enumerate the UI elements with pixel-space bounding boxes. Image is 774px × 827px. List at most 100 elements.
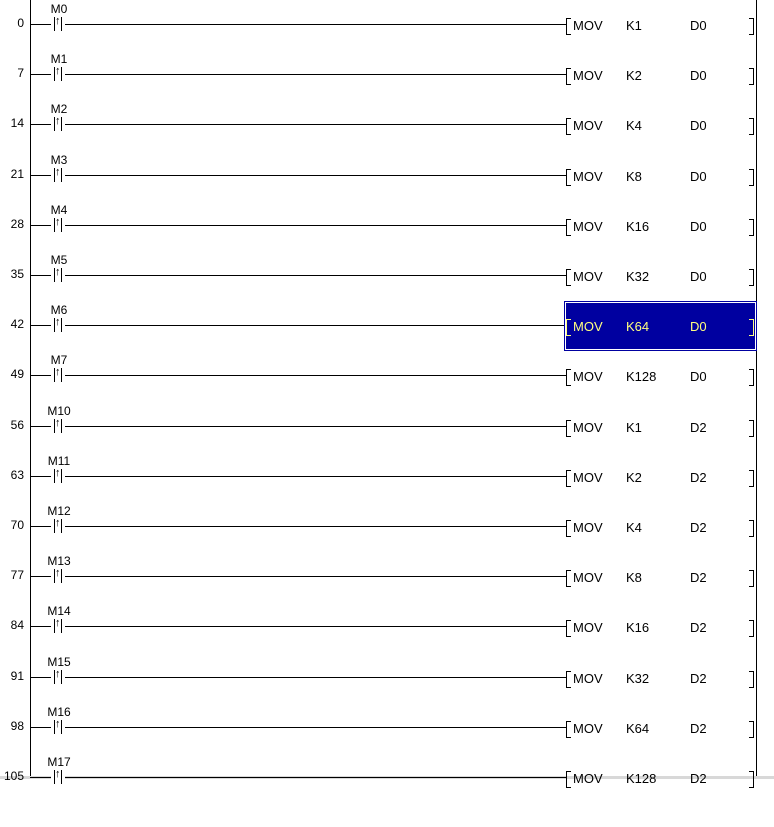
ladder-rung[interactable]: 56 M10 ↑ MOV K1 D2 bbox=[0, 404, 774, 476]
instruction-name: MOV bbox=[573, 319, 603, 335]
mov-instruction[interactable]: MOV K8 D0 bbox=[566, 153, 755, 199]
ladder-rung[interactable]: 7 M1 ↑ MOV K2 D0 bbox=[0, 52, 774, 124]
bracket-right bbox=[749, 269, 754, 286]
step-number: 35 bbox=[10, 267, 24, 281]
contact-device-label: M2 bbox=[50, 102, 68, 117]
mov-instruction[interactable]: MOV K4 D2 bbox=[566, 504, 755, 550]
bracket-right bbox=[749, 720, 754, 738]
rising-edge-contact-icon[interactable]: ↑ bbox=[51, 567, 65, 584]
rung-wire bbox=[30, 475, 566, 477]
contact-device-label: M11 bbox=[47, 453, 71, 468]
ladder-rung[interactable]: 28 M4 ↑ MOV K16 D0 bbox=[0, 203, 774, 275]
contact-device-label: M13 bbox=[47, 554, 71, 569]
rung-wire bbox=[30, 526, 566, 527]
mov-instruction[interactable]: MOV K16 D2 bbox=[566, 604, 755, 650]
ladder-editor[interactable]: 0 M0 ↑ MOV K1 D0 7 M1 ↑ MOV K2 D0 14 M2 ↑ MOV K4 D0 21 M3 ↑ M… bbox=[0, 0, 774, 788]
bracket-left bbox=[566, 419, 571, 437]
step-number: 56 bbox=[10, 417, 24, 432]
rising-edge-contact-icon[interactable]: ↑ bbox=[51, 115, 65, 132]
source-operand: K2 bbox=[626, 68, 642, 84]
ladder-rung[interactable]: 105 M17 ↑ MOV K128 D2 bbox=[0, 755, 774, 827]
rising-edge-contact-icon[interactable]: ↑ bbox=[51, 166, 65, 182]
bracket-left bbox=[566, 469, 571, 487]
contact-device-label: M15 bbox=[47, 654, 71, 669]
ladder-rung[interactable]: 14 M2 ↑ MOV K4 D0 bbox=[0, 102, 774, 174]
mov-instruction[interactable]: MOV K8 D2 bbox=[566, 554, 755, 600]
ladder-rung[interactable]: 42 M6 ↑ MOV K64 D0 bbox=[0, 302, 774, 375]
ladder-rung[interactable]: 49 M7 ↑ MOV K128 D0 bbox=[0, 353, 774, 425]
ladder-rung[interactable]: 98 M16 ↑ MOV K64 D2 bbox=[0, 705, 774, 777]
instruction-name: MOV bbox=[573, 68, 603, 84]
instruction-name: MOV bbox=[573, 670, 603, 686]
mov-instruction[interactable]: MOV K128 D2 bbox=[566, 755, 755, 801]
rising-edge-contact-icon[interactable]: ↑ bbox=[51, 467, 65, 483]
step-number: 42 bbox=[10, 317, 24, 332]
rising-edge-contact-icon[interactable]: ↑ bbox=[51, 617, 65, 634]
rising-edge-contact-icon[interactable]: ↑ bbox=[51, 316, 65, 333]
mov-instruction[interactable]: MOV K32 D2 bbox=[566, 655, 755, 701]
rising-edge-contact-icon[interactable]: ↑ bbox=[51, 768, 65, 784]
destination-operand: D0 bbox=[690, 369, 707, 385]
rung-wire bbox=[30, 576, 566, 578]
rising-edge-contact-icon[interactable]: ↑ bbox=[51, 216, 65, 232]
instruction-name: MOV bbox=[573, 18, 603, 33]
mov-instruction[interactable]: MOV K32 D0 bbox=[566, 253, 755, 299]
bracket-left bbox=[566, 168, 571, 186]
bracket-left bbox=[566, 771, 571, 788]
source-operand: K1 bbox=[626, 419, 642, 435]
source-operand: K8 bbox=[626, 570, 642, 586]
rising-edge-contact-icon[interactable]: ↑ bbox=[51, 366, 65, 383]
bracket-right bbox=[749, 218, 754, 236]
mov-instruction[interactable]: MOV K64 D0 bbox=[565, 302, 756, 351]
ladder-rung[interactable]: 84 M14 ↑ MOV K16 D2 bbox=[0, 604, 774, 676]
rung-wire bbox=[30, 777, 566, 778]
source-operand: K2 bbox=[626, 469, 642, 485]
mov-instruction[interactable]: MOV K128 D0 bbox=[566, 353, 755, 399]
destination-operand: D0 bbox=[690, 18, 707, 33]
ladder-rung[interactable]: 70 M12 ↑ MOV K4 D2 bbox=[0, 504, 774, 576]
ladder-rung[interactable]: 35 M5 ↑ MOV K32 D0 bbox=[0, 253, 774, 325]
rising-edge-contact-icon[interactable]: ↑ bbox=[51, 65, 65, 82]
mov-instruction[interactable]: MOV K1 D2 bbox=[566, 404, 755, 450]
rung-wire bbox=[30, 325, 566, 327]
rising-edge-contact-icon[interactable]: ↑ bbox=[51, 517, 65, 533]
ladder-rung[interactable]: 91 M15 ↑ MOV K32 D2 bbox=[0, 655, 774, 727]
mov-instruction[interactable]: MOV K16 D0 bbox=[566, 203, 755, 249]
rising-edge-contact-icon[interactable]: ↑ bbox=[51, 266, 65, 282]
step-number: 98 bbox=[10, 718, 24, 733]
ladder-rung[interactable]: 63 M11 ↑ MOV K2 D2 bbox=[0, 454, 774, 526]
step-number: 28 bbox=[10, 216, 24, 231]
destination-operand: D2 bbox=[690, 419, 707, 435]
bracket-right bbox=[749, 118, 754, 136]
contact-device-label: M4 bbox=[50, 202, 68, 217]
bracket-left bbox=[566, 269, 571, 286]
mov-instruction[interactable]: MOV K1 D0 bbox=[566, 2, 755, 48]
ladder-rung[interactable]: 21 M3 ↑ MOV K8 D0 bbox=[0, 153, 774, 225]
ladder-rung[interactable]: 0 M0 ↑ MOV K1 D0 bbox=[0, 2, 774, 74]
step-number: 0 bbox=[17, 16, 24, 30]
instruction-name: MOV bbox=[573, 168, 603, 184]
source-operand: K4 bbox=[626, 118, 642, 134]
mov-instruction[interactable]: MOV K4 D0 bbox=[566, 102, 755, 148]
mov-instruction[interactable]: MOV K2 D0 bbox=[566, 52, 755, 98]
contact-device-label: M5 bbox=[50, 253, 68, 267]
rung-wire bbox=[30, 174, 566, 176]
step-number: 49 bbox=[10, 367, 24, 382]
contact-device-label: M1 bbox=[50, 52, 68, 67]
destination-operand: D0 bbox=[690, 319, 707, 335]
step-number: 14 bbox=[10, 116, 24, 131]
ladder-rung[interactable]: 77 M13 ↑ MOV K8 D2 bbox=[0, 554, 774, 626]
bracket-right bbox=[749, 620, 754, 638]
mov-instruction[interactable]: MOV K64 D2 bbox=[566, 705, 755, 751]
destination-operand: D2 bbox=[690, 670, 707, 686]
source-operand: K32 bbox=[626, 269, 650, 284]
rising-edge-contact-icon[interactable]: ↑ bbox=[51, 668, 65, 684]
source-operand: K16 bbox=[626, 218, 650, 234]
step-number: 63 bbox=[10, 467, 24, 482]
rising-edge-contact-icon[interactable]: ↑ bbox=[51, 718, 65, 734]
rising-edge-contact-icon[interactable]: ↑ bbox=[51, 417, 65, 433]
bracket-left bbox=[566, 520, 571, 537]
mov-instruction[interactable]: MOV K2 D2 bbox=[566, 454, 755, 500]
rising-edge-contact-icon[interactable]: ↑ bbox=[51, 15, 65, 31]
bracket-right bbox=[749, 68, 754, 86]
